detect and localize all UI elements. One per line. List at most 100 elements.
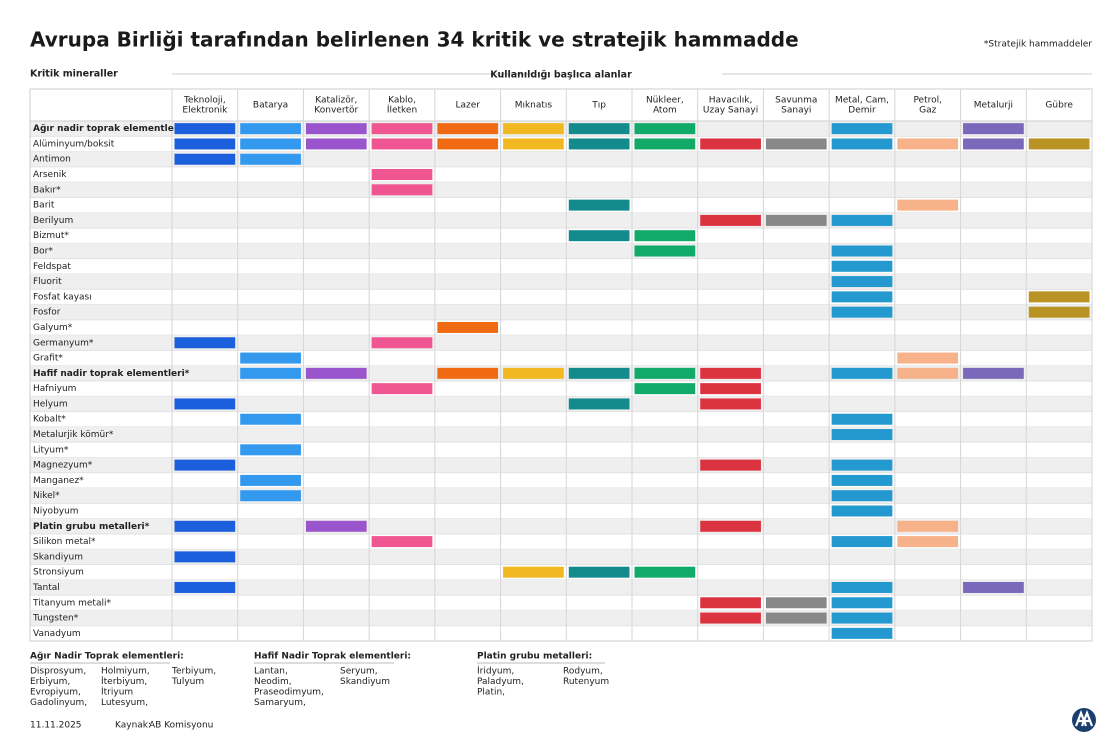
- usage-bar: [568, 138, 630, 150]
- footnote-item: İterbiyum,: [101, 676, 147, 687]
- column-label: Sanayi: [781, 106, 811, 116]
- row-label: Metalurjik kömür*: [33, 430, 114, 440]
- row-label: Platin grubu metalleri*: [33, 522, 150, 532]
- column-label: Uzay Sanayi: [703, 106, 758, 116]
- usage-bar: [831, 429, 893, 441]
- row-label: Fosfat kayası: [33, 292, 92, 302]
- footnote-item: Lutesyum,: [101, 698, 148, 708]
- usage-bar: [240, 153, 301, 165]
- footnote-item: Rodyum,: [563, 667, 603, 677]
- row-bg: [30, 335, 1092, 351]
- usage-bar: [963, 138, 1024, 150]
- usage-bar: [765, 612, 827, 624]
- footnote-item: Skandiyum: [340, 677, 390, 687]
- row-label: Helyum: [33, 399, 68, 409]
- source-label: Kaynak:: [115, 721, 151, 731]
- usage-bar: [765, 597, 827, 609]
- usage-bar: [240, 413, 301, 425]
- usage-bar: [831, 581, 893, 593]
- column-label: Demir: [848, 106, 876, 116]
- usage-bar: [700, 367, 761, 379]
- column-label: Kablo,: [388, 96, 416, 106]
- usage-bar: [831, 276, 893, 288]
- usage-bar: [634, 367, 696, 379]
- usage-bar: [305, 367, 367, 379]
- usage-bar: [371, 138, 433, 150]
- usage-bar: [174, 520, 236, 532]
- row-label: Stronsiyum: [33, 568, 84, 578]
- usage-bar: [831, 490, 893, 502]
- usage-bar: [174, 459, 236, 471]
- usage-bar: [897, 536, 959, 548]
- usage-bar: [634, 383, 696, 395]
- usage-bar: [240, 444, 301, 456]
- usage-bar: [700, 612, 761, 624]
- row-label: Berilyum: [33, 216, 73, 226]
- usage-bar: [371, 123, 433, 135]
- usage-bar: [174, 398, 236, 410]
- row-label: Feldspat: [33, 262, 71, 272]
- usage-bar: [240, 123, 301, 135]
- usage-bar: [963, 123, 1024, 135]
- usage-bar: [371, 536, 433, 548]
- usage-bar: [765, 214, 827, 226]
- row-label: Hafif nadir toprak elementleri*: [33, 369, 190, 379]
- usage-bar: [700, 138, 761, 150]
- aa-logo: [1072, 708, 1096, 732]
- row-bg: [30, 182, 1092, 198]
- usage-bar: [897, 520, 959, 532]
- usage-bar: [963, 581, 1024, 593]
- usage-bar: [305, 138, 367, 150]
- usage-bar: [568, 123, 630, 135]
- row-label: Niyobyum: [33, 507, 79, 517]
- footnote-item: Evropiyum,: [30, 688, 81, 698]
- usage-bar: [174, 337, 236, 349]
- usage-bar: [831, 505, 893, 517]
- column-label: İletken: [387, 105, 417, 116]
- usage-bar: [437, 367, 499, 379]
- usage-bar: [897, 352, 959, 364]
- usage-bar: [700, 398, 761, 410]
- usage-bar: [831, 306, 893, 318]
- footnote-title: Ağır Nadir Toprak elementleri:: [30, 652, 184, 662]
- row-label: Alüminyum/boksit: [33, 139, 115, 149]
- footnote-item: Platin,: [477, 688, 505, 698]
- row-bg: [30, 488, 1092, 504]
- usage-bar: [831, 367, 893, 379]
- row-label: Titanyum metali*: [32, 598, 111, 608]
- usage-bar: [240, 474, 301, 486]
- usage-bar: [897, 367, 959, 379]
- column-label: Savunma: [775, 96, 817, 106]
- row-bg: [30, 212, 1092, 229]
- column-label: Konvertör: [314, 106, 358, 116]
- footnote-item: Neodim,: [254, 677, 292, 687]
- column-label: Petrol,: [913, 96, 942, 106]
- footnote-item: İtriyum: [101, 687, 133, 698]
- usage-bar: [174, 581, 236, 593]
- usage-bar: [700, 597, 761, 609]
- footnote-item: Holmiyum,: [101, 667, 150, 677]
- usage-bar: [240, 138, 301, 150]
- footnote-title: Hafif Nadir Toprak elementleri:: [254, 652, 411, 662]
- column-group: Kullanıldığı başlıca alanlar: [490, 70, 632, 81]
- usage-bar: [700, 520, 761, 532]
- usage-bar: [831, 413, 893, 425]
- footnote-item: Disprosyum,: [30, 667, 86, 677]
- usage-bar: [568, 230, 630, 242]
- usage-bar: [240, 367, 301, 379]
- usage-bar: [831, 214, 893, 226]
- usage-bar: [634, 123, 696, 135]
- usage-bar: [831, 536, 893, 548]
- footnote-item: İridyum,: [477, 666, 514, 677]
- usage-bar: [831, 474, 893, 486]
- row-bg: [30, 457, 1092, 473]
- usage-bar: [700, 383, 761, 395]
- usage-bar: [174, 551, 236, 563]
- footnote-item: Praseodimyum,: [254, 688, 324, 698]
- usage-bar: [305, 520, 367, 532]
- usage-bar: [174, 123, 236, 135]
- usage-bar: [174, 138, 236, 150]
- column-label: Elektronik: [182, 106, 228, 116]
